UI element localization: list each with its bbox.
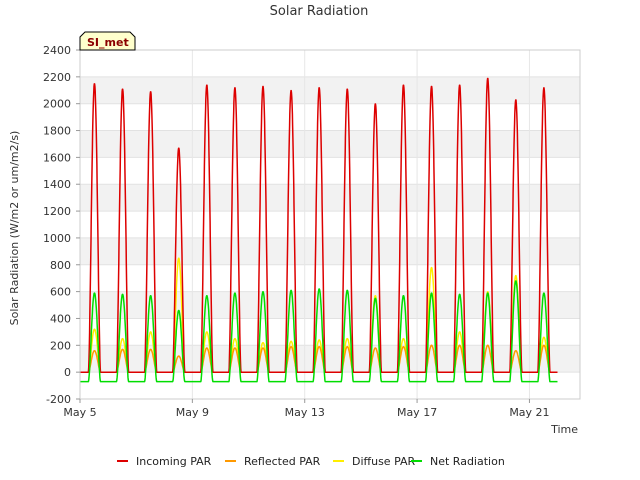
x-tick-label: May 9 [176, 406, 209, 419]
y-tick-label: 2000 [43, 98, 71, 111]
plot-frame [79, 49, 581, 400]
legend-label: Incoming PAR [136, 455, 212, 468]
y-tick-label: 1000 [43, 232, 71, 245]
legend: Incoming PAR Reflected PAR Diffuse PAR Net … [117, 455, 505, 468]
site-badge-label: SI_met [87, 36, 129, 49]
site-badge-box [79, 31, 136, 51]
x-tick-label: May 21 [509, 406, 549, 419]
legend-item: Diffuse PAR [333, 455, 416, 468]
y-tick-label: 800 [50, 259, 71, 272]
site-badge: SI_met [79, 31, 136, 51]
y-tick-label: 400 [50, 312, 71, 325]
y-tick-label: 2200 [43, 71, 71, 84]
background-bands [80, 76, 580, 373]
legend-item: Reflected PAR [225, 455, 321, 468]
x-axis-ticks: May 5 May 9 May 13 May 17 May 21 [63, 399, 550, 419]
grid-band [80, 237, 580, 265]
grid-band [80, 76, 580, 104]
y-tick-label: 1800 [43, 125, 71, 138]
legend-label: Reflected PAR [244, 455, 321, 468]
y-tick-label: 1400 [43, 178, 71, 191]
legend-label: Diffuse PAR [352, 455, 416, 468]
y-tick-label: -200 [46, 393, 71, 406]
y-axis-label: Solar Radiation (W/m2 or um/m2/s) [8, 131, 21, 326]
y-tick-label: 1600 [43, 151, 71, 164]
y-tick-label: 0 [64, 366, 71, 379]
series-line-incoming-par [79, 77, 558, 373]
series-layer [79, 77, 558, 383]
y-tick-label: 600 [50, 286, 71, 299]
x-axis-label: Time [550, 423, 578, 436]
x-tick-label: May 13 [285, 406, 325, 419]
x-tick-label: May 5 [63, 406, 96, 419]
y-tick-label: 200 [50, 339, 71, 352]
y-tick-label: 1200 [43, 205, 71, 218]
legend-item: Net Radiation [411, 455, 505, 468]
legend-item: Incoming PAR [117, 455, 212, 468]
grid-band [80, 345, 580, 373]
grid-band [80, 291, 580, 319]
legend-label: Net Radiation [430, 455, 505, 468]
x-tick-label: May 17 [397, 406, 437, 419]
chart-title: Solar Radiation [270, 4, 369, 19]
y-axis-ticks: -200 0 200 400 600 800 1000 1200 1400 1600 1800 200… [43, 44, 80, 406]
y-tick-label: 2400 [43, 44, 71, 57]
grid-band [80, 184, 580, 212]
series-line-net-radiation [79, 280, 558, 383]
grid-band [80, 130, 580, 158]
